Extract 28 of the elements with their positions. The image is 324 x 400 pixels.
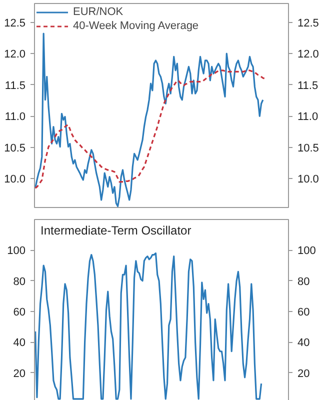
y-tick-label: 80 bbox=[13, 276, 26, 288]
y-tick-label: 10.0 bbox=[4, 174, 26, 186]
y2-tick-label: 11.5 bbox=[298, 80, 318, 92]
y2-tick-label: 12.5 bbox=[298, 17, 319, 30]
y-tick-label: 12.0 bbox=[4, 48, 26, 61]
y-tick-label: 20 bbox=[13, 368, 26, 380]
y-tick-label: 11.0 bbox=[4, 111, 26, 124]
y2-tick-label: 11.0 bbox=[298, 111, 318, 124]
line-series bbox=[34, 252, 262, 400]
y-tick-label: 10.5 bbox=[4, 142, 26, 154]
legend-label: EUR/NOK bbox=[73, 5, 124, 19]
y2-tick-label: 40 bbox=[298, 337, 310, 350]
legend-label: 40-Week Moving Average bbox=[73, 19, 199, 33]
y-tick-label: 40 bbox=[13, 337, 26, 350]
y2-tick-label: 10.0 bbox=[298, 174, 319, 186]
y-tick-label: 12.5 bbox=[4, 17, 26, 30]
y2-tick-label: 20 bbox=[298, 368, 310, 380]
y2-tick-label: 80 bbox=[298, 276, 310, 288]
y-tick-label: 60 bbox=[13, 306, 26, 318]
y2-tick-label: 12.0 bbox=[298, 48, 319, 61]
chart-title: Intermediate-Term Oscillator bbox=[40, 224, 192, 238]
y2-tick-label: 60 bbox=[298, 306, 310, 318]
y2-tick-label: 100 bbox=[298, 245, 316, 258]
y2-tick-label: 10.5 bbox=[298, 142, 319, 154]
y-tick-label: 100 bbox=[7, 245, 26, 258]
line-series bbox=[34, 32, 264, 208]
y-tick-label: 11.5 bbox=[4, 80, 26, 92]
line-series bbox=[34, 70, 266, 189]
